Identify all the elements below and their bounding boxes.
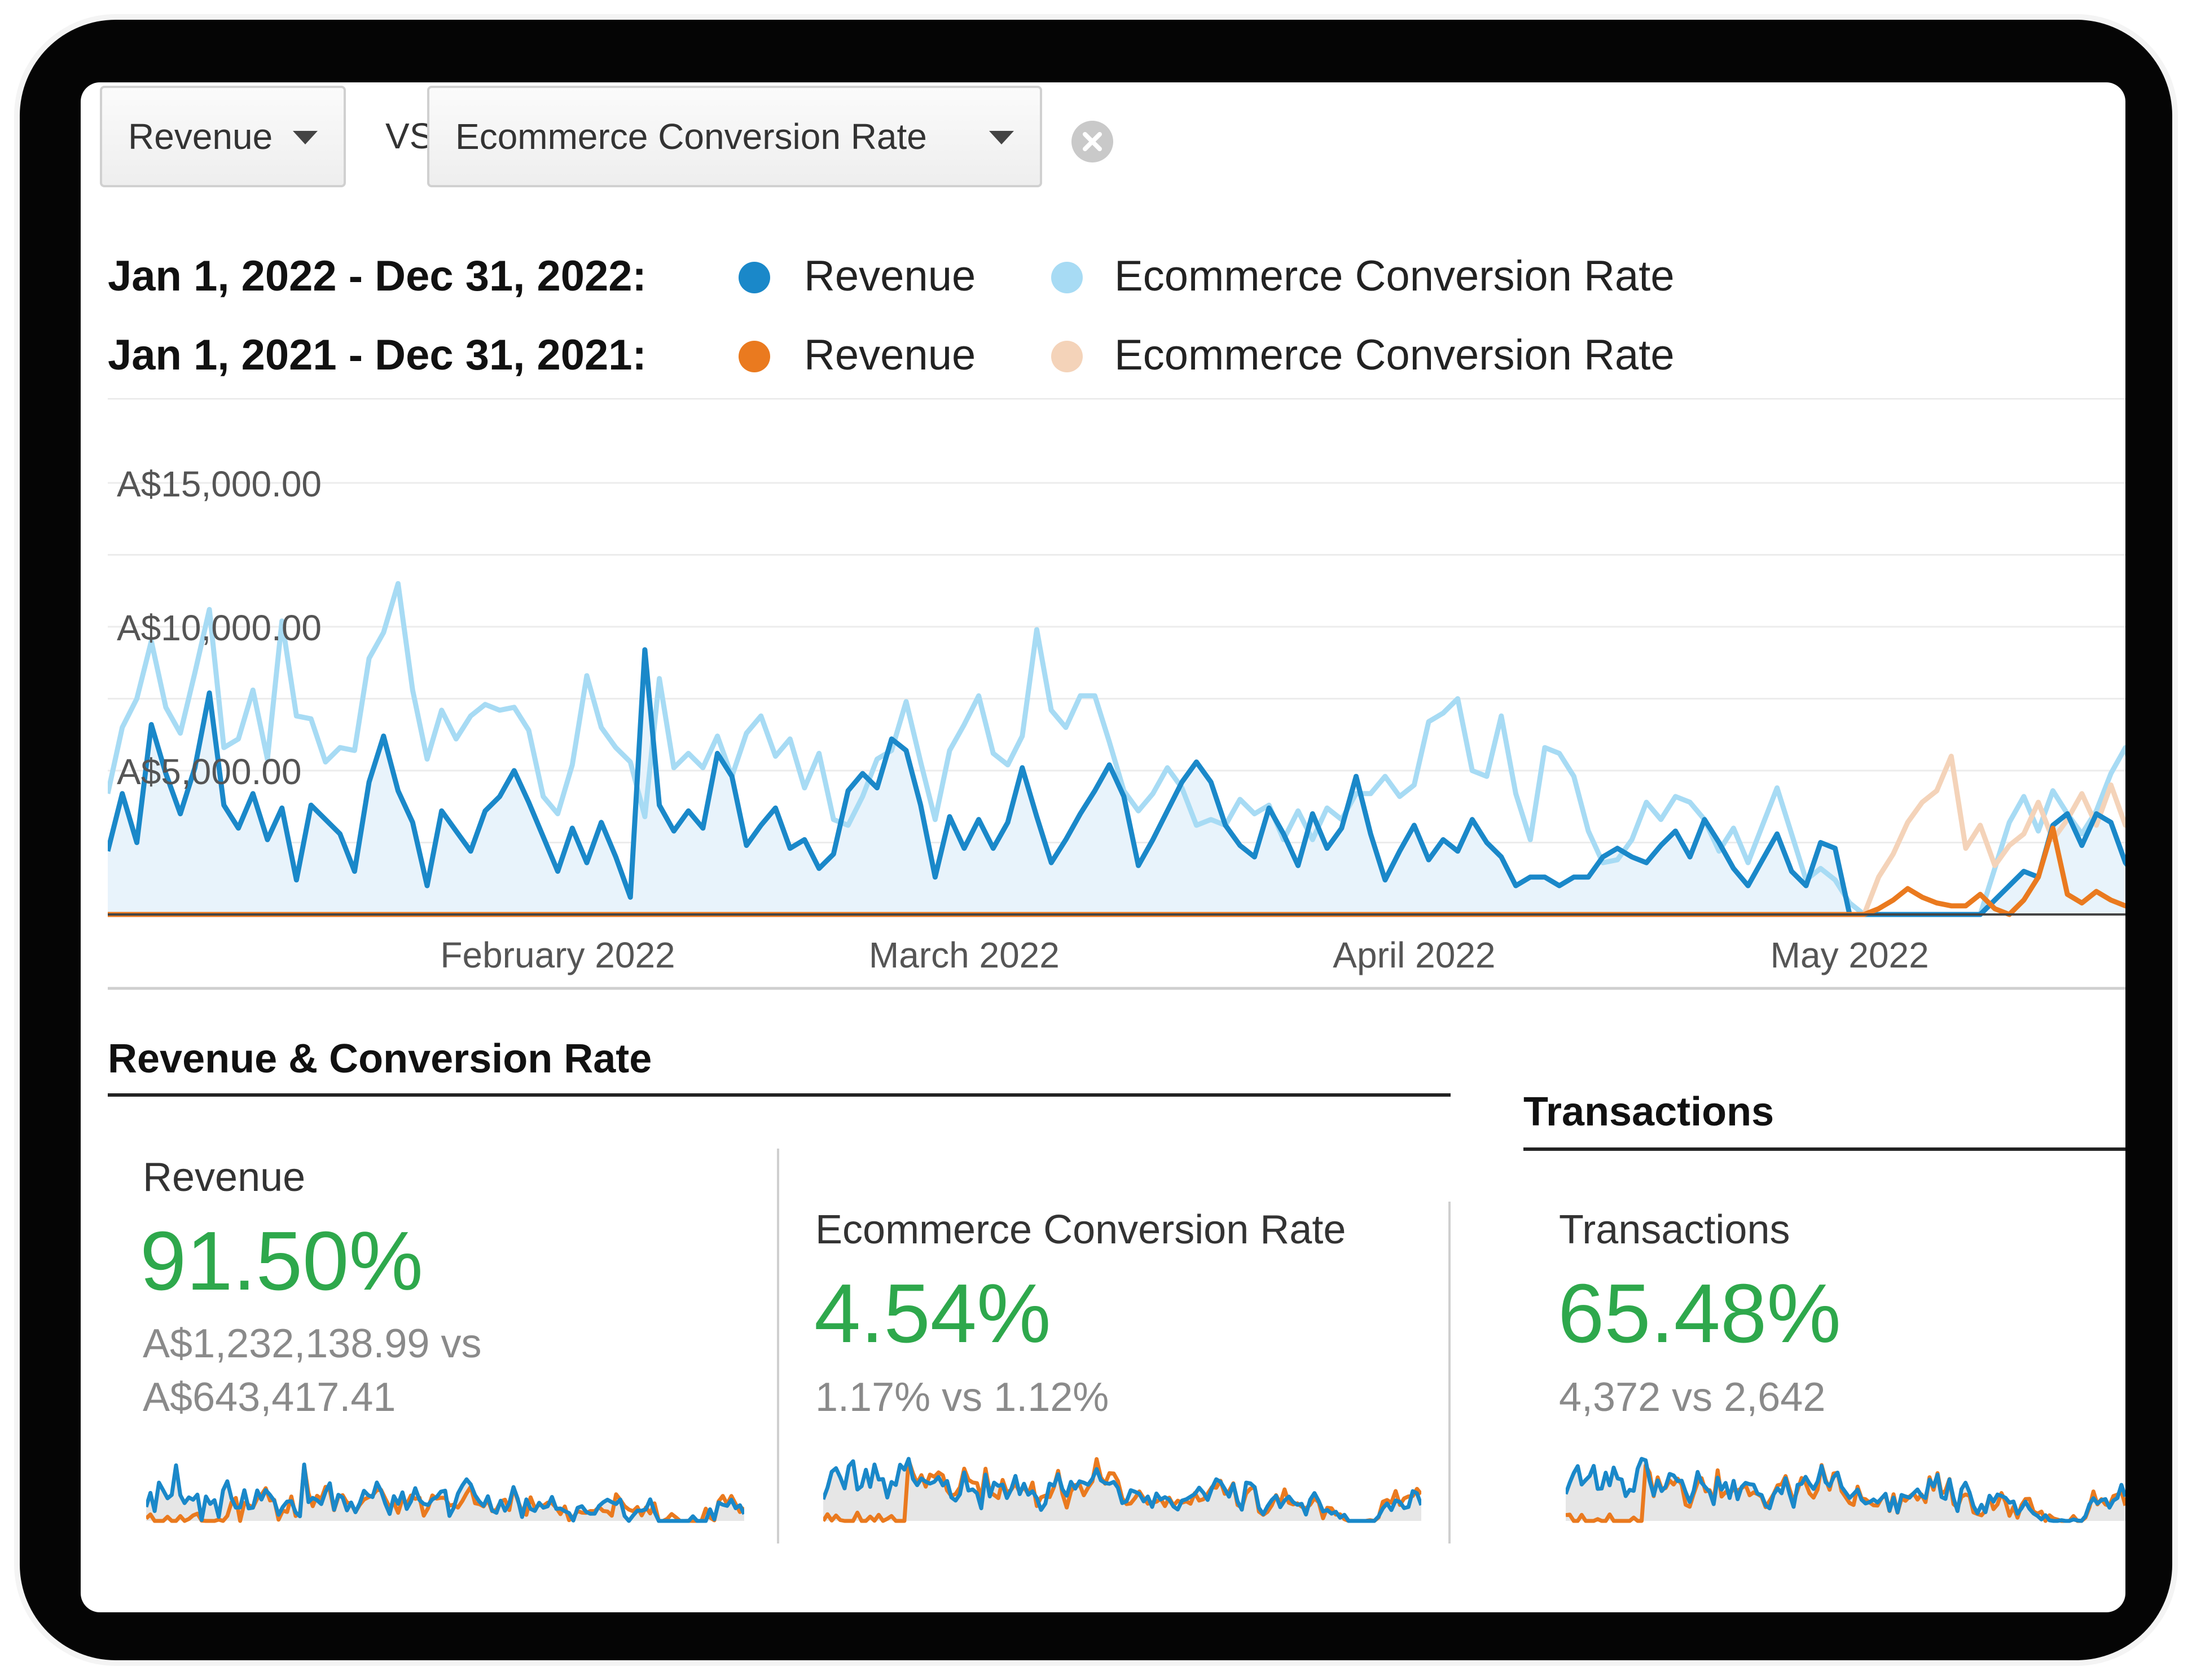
legend-label-revenue-2022: Revenue — [804, 252, 976, 300]
series-line-revenue-2022 — [108, 647, 2125, 917]
secondary-metric-label: Ecommerce Conversion Rate — [455, 116, 927, 157]
chevron-down-icon — [989, 131, 1014, 144]
tile-change-conversion: 4.54% — [814, 1267, 1051, 1360]
sparkline-current — [146, 1462, 744, 1523]
tile-comparison-conversion: 1.17% vs 1.12% — [815, 1375, 1109, 1420]
primary-metric-label: Revenue — [128, 116, 273, 157]
legend-range-2022: Jan 1, 2022 - Dec 31, 2022: — [108, 252, 647, 300]
tile-comparison-transactions: 4,372 vs 2,642 — [1559, 1375, 1826, 1420]
sparkline-conversion — [823, 1457, 1421, 1523]
section-rule — [1523, 1147, 2125, 1151]
y-tick-label: A$15,000.00 — [117, 464, 322, 504]
legend-dot-revenue-2021 — [739, 341, 770, 372]
revenue-conversion-chart[interactable]: A$15,000.00 A$10,000.00 A$5,000.00 February… — [108, 398, 2125, 1058]
section-title-revenue-conversion: Revenue & Conversion Rate — [108, 1036, 652, 1081]
tile-label-conversion: Ecommerce Conversion Rate — [815, 1207, 1346, 1252]
x-tick-label: March 2022 — [869, 935, 1060, 975]
legend-label-conversion-2022: Ecommerce Conversion Rate — [1114, 252, 1675, 300]
sparkline-current — [823, 1457, 1421, 1523]
section-title-transactions: Transactions — [1523, 1089, 1774, 1134]
secondary-metric-dropdown[interactable]: Ecommerce Conversion Rate — [427, 86, 1042, 187]
analytics-screen: Revenue VS. Ecommerce Conversion Rate Ja… — [81, 82, 2125, 1612]
x-tick-label: February 2022 — [440, 935, 675, 975]
x-tick-label: April 2022 — [1333, 935, 1495, 975]
tile-change-transactions: 65.48% — [1558, 1267, 1841, 1360]
sparkline-current — [1566, 1457, 2125, 1523]
tile-change-revenue: 91.50% — [140, 1215, 423, 1308]
primary-metric-dropdown[interactable]: Revenue — [100, 86, 346, 187]
tile-divider — [1448, 1202, 1451, 1543]
close-circle-icon[interactable] — [1071, 121, 1113, 162]
legend-label-revenue-2021: Revenue — [804, 331, 976, 379]
legend-label-conversion-2021: Ecommerce Conversion Rate — [1114, 331, 1675, 379]
y-tick-label: A$5,000.00 — [117, 751, 301, 792]
x-tick-label: May 2022 — [1771, 935, 1929, 975]
legend-dot-conversion-2022 — [1051, 262, 1083, 293]
sparkline-transactions — [1566, 1457, 2125, 1523]
legend-range-2021: Jan 1, 2021 - Dec 31, 2021: — [108, 331, 647, 379]
legend-dot-revenue-2022 — [739, 262, 770, 293]
y-tick-label: A$10,000.00 — [117, 608, 322, 648]
tile-current-revenue: A$1,232,138.99 vs — [143, 1321, 482, 1366]
section-rule — [108, 1093, 1451, 1097]
tile-divider — [777, 1149, 779, 1543]
tile-previous-revenue: A$643,417.41 — [143, 1375, 396, 1420]
tile-label-transactions: Transactions — [1559, 1207, 1790, 1252]
legend-dot-conversion-2021 — [1051, 341, 1083, 372]
chevron-down-icon — [293, 131, 318, 144]
sparkline-area — [1566, 1459, 2125, 1521]
sparkline-revenue — [146, 1462, 744, 1523]
tile-label-revenue: Revenue — [143, 1155, 306, 1200]
